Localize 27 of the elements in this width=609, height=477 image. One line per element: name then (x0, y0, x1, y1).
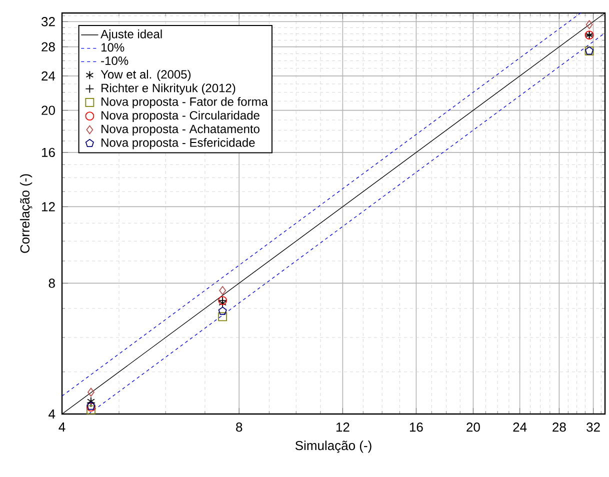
y-tick-label: 32 (42, 17, 55, 26)
legend-label: Ajuste ideal (100, 30, 162, 41)
x-tick-label: 4 (58, 422, 66, 432)
y-tick-label: 12 (42, 202, 55, 212)
legend-label: -10% (101, 56, 128, 65)
legend-label: 10% (101, 43, 124, 52)
x-tick-label: 20 (466, 422, 480, 432)
y-tick-label: 28 (42, 42, 55, 52)
x-tick-label: 28 (552, 422, 566, 432)
x-tick-label: 12 (336, 422, 350, 432)
x-axis-title: Simulação (-) (295, 440, 372, 453)
legend-label: Nova proposta - Achatamento (102, 124, 260, 136)
y-tick-label: 24 (42, 71, 56, 80)
y-axis-title: Correlação (-) (20, 174, 32, 253)
y-tick-label: 16 (42, 148, 55, 158)
legend-label: Nova proposta - Esfericidade (102, 138, 255, 150)
x-tick-label: 32 (586, 422, 600, 432)
legend-label: Nova proposta - Circularidade (102, 110, 260, 122)
x-tick-label: 24 (513, 422, 527, 432)
legend-label: Nova proposta - Fator de forma (102, 97, 268, 108)
legend-label: Yow et al. (2005) (100, 70, 191, 81)
legend-label: Richter e Nikrityuk (2012) (102, 83, 236, 95)
x-tick-label: 8 (236, 422, 242, 432)
y-tick-label: 8 (48, 278, 55, 288)
y-tick-label: 4 (48, 410, 56, 418)
x-tick-label: 16 (410, 422, 423, 432)
y-tick-label: 20 (42, 106, 55, 115)
